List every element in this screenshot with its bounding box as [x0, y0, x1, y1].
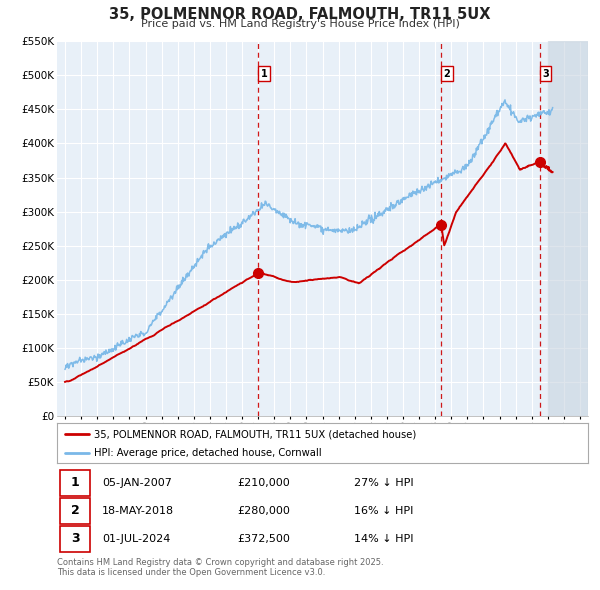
Text: 05-JAN-2007: 05-JAN-2007 [102, 478, 172, 488]
Text: Price paid vs. HM Land Registry's House Price Index (HPI): Price paid vs. HM Land Registry's House … [140, 19, 460, 30]
Text: HPI: Average price, detached house, Cornwall: HPI: Average price, detached house, Corn… [94, 448, 322, 458]
Text: 1: 1 [71, 477, 79, 490]
Bar [59, 470, 91, 496]
Text: 14% ↓ HPI: 14% ↓ HPI [355, 534, 414, 544]
Text: £280,000: £280,000 [238, 506, 290, 516]
Text: £372,500: £372,500 [238, 534, 290, 544]
Text: 2: 2 [443, 68, 451, 78]
Text: £210,000: £210,000 [238, 478, 290, 488]
Text: 27% ↓ HPI: 27% ↓ HPI [355, 478, 414, 488]
Bar [548, 41, 588, 416]
Text: 35, POLMENNOR ROAD, FALMOUTH, TR11 5UX (detached house): 35, POLMENNOR ROAD, FALMOUTH, TR11 5UX (… [94, 430, 416, 440]
Text: 3: 3 [542, 68, 549, 78]
Text: 16% ↓ HPI: 16% ↓ HPI [355, 506, 414, 516]
Text: 35, POLMENNOR ROAD, FALMOUTH, TR11 5UX: 35, POLMENNOR ROAD, FALMOUTH, TR11 5UX [109, 7, 491, 22]
Bar [59, 526, 91, 552]
Text: 3: 3 [71, 532, 79, 545]
Text: 18-MAY-2018: 18-MAY-2018 [102, 506, 174, 516]
Text: Contains HM Land Registry data © Crown copyright and database right 2025.
This d: Contains HM Land Registry data © Crown c… [57, 558, 383, 577]
Text: 1: 1 [261, 68, 268, 78]
Text: 01-JUL-2024: 01-JUL-2024 [102, 534, 170, 544]
Text: 2: 2 [71, 504, 79, 517]
Bar [59, 498, 91, 524]
